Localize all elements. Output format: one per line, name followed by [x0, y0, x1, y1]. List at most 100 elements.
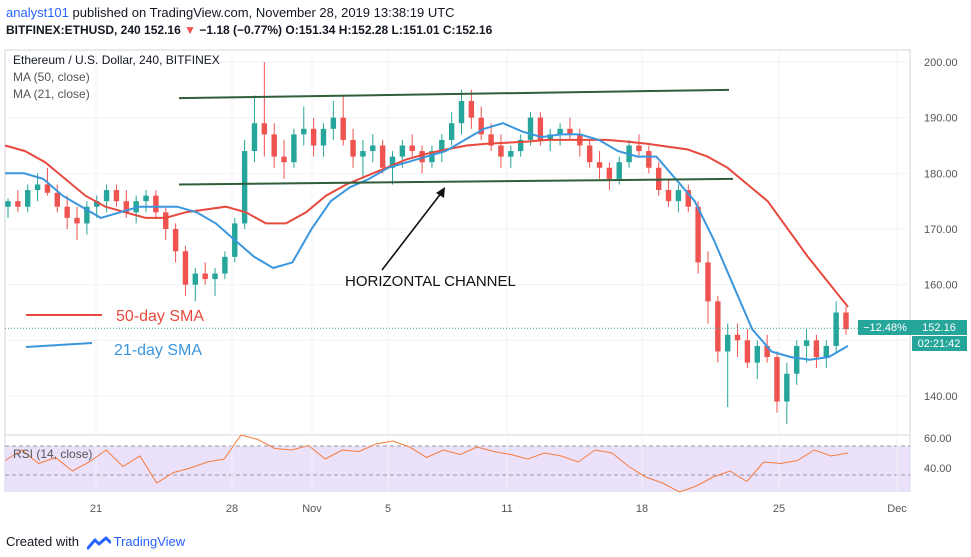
created-with-text: Created with — [6, 534, 79, 549]
author-link[interactable]: analyst101 — [6, 5, 69, 20]
rsi-axis: 60.00 40.00 — [924, 433, 952, 475]
footer: Created with TradingView — [0, 529, 971, 557]
candle-body — [370, 145, 376, 152]
candle-body — [251, 123, 258, 152]
rsi-tick-label: 60.00 — [924, 433, 952, 445]
candle-body — [74, 217, 80, 224]
ma50-legend: MA (50, close) — [13, 70, 90, 84]
candles — [5, 62, 849, 424]
rsi-band — [5, 445, 910, 491]
rsi-overbought-band — [5, 446, 910, 491]
chart-title: Ethereum / U.S. Dollar, 240, BITFINEX — [13, 53, 220, 67]
candle-body — [34, 184, 41, 191]
price-change: −1.18 (−0.77%) — [199, 23, 283, 37]
candle-body — [222, 256, 228, 274]
sma50-label: 50-day SMA — [116, 308, 204, 325]
candle-body — [429, 151, 435, 163]
channel-lower-line — [178, 177, 734, 186]
ma50-line — [4, 138, 849, 308]
candle-body — [705, 262, 711, 302]
candle-body — [636, 145, 642, 152]
ohlc-low-label: L: — [391, 23, 403, 37]
candle-body — [330, 117, 337, 129]
candle-body — [754, 345, 760, 363]
candle-body — [448, 123, 455, 140]
candle-body — [153, 195, 159, 213]
candle-body — [695, 206, 701, 263]
price-axis: 140.00150.00160.00170.00180.00190.00200.… — [924, 57, 958, 403]
x-tick-label: 11 — [501, 503, 512, 515]
candle-body — [310, 128, 317, 146]
created-with: Created with TradingView — [6, 534, 185, 550]
candle-body — [784, 373, 790, 402]
sma21-label: 21-day SMA — [114, 342, 202, 359]
candle-body — [192, 273, 199, 285]
x-tick-label: 21 — [90, 503, 102, 515]
candle-body — [744, 340, 751, 363]
candle-body — [823, 345, 829, 358]
tradingview-logo-icon — [83, 534, 114, 550]
candle-body — [616, 162, 622, 179]
tradingview-brand[interactable]: TradingView — [113, 534, 186, 549]
candle-body — [113, 190, 120, 202]
rsi-legend: RSI (14, close) — [13, 447, 92, 461]
price-tag — [912, 320, 967, 335]
candle-body — [439, 139, 445, 152]
symbol-line: BITFINEX:ETHUSD, 240 152.16 ▼ −1.18 (−0.… — [6, 23, 492, 37]
candle-body — [557, 128, 563, 135]
candle-body — [537, 117, 544, 140]
y-tick-label: 140.00 — [924, 391, 958, 403]
down-arrow-icon: ▼ — [184, 23, 196, 37]
moving-averages — [4, 122, 849, 361]
candle-body — [596, 162, 603, 168]
symbol-label: BITFINEX:ETHUSD, 240 — [6, 23, 141, 37]
candle-body — [586, 145, 593, 163]
candle-body — [261, 123, 268, 135]
candle-body — [685, 190, 691, 207]
x-tick-label: Dec — [887, 503, 907, 515]
sma21-key-line — [25, 342, 93, 348]
candle-body — [527, 117, 534, 140]
candle-body — [241, 151, 248, 224]
candle-body — [5, 201, 11, 207]
time-axis: 21 28 Nov 5 11 18 25 Dec — [90, 503, 907, 515]
candle-body — [665, 190, 672, 202]
channel-annotation: HORIZONTAL CHANNEL — [345, 273, 516, 290]
candle-body — [84, 206, 90, 224]
candle-body — [606, 167, 613, 179]
y-tick-label: 170.00 — [924, 224, 958, 236]
ohlc-open-value: 151.34 — [298, 23, 336, 37]
ma21-line — [5, 122, 849, 361]
x-tick-label: 25 — [773, 503, 785, 515]
candle-body — [64, 206, 70, 218]
candle-body — [458, 100, 465, 124]
candle-body — [320, 128, 327, 146]
candle-body — [163, 212, 169, 229]
candle-body — [291, 134, 297, 163]
x-tick-label: Nov — [302, 503, 322, 515]
candle-body — [143, 195, 149, 202]
candle-body — [813, 340, 820, 358]
candle-body — [123, 201, 130, 213]
candle-body — [715, 301, 721, 352]
bar-countdown: 02:21:42 — [918, 338, 961, 350]
candle-body — [94, 201, 100, 207]
ohlc-high-value: 152.28 — [351, 23, 389, 37]
price-chart[interactable]: 140.00150.00160.00170.00180.00190.00200.… — [0, 44, 971, 529]
ohlc-close-value: 152.16 — [455, 23, 493, 37]
candle-body — [103, 190, 110, 202]
candle-body — [350, 139, 356, 157]
x-tick-label: 18 — [636, 503, 648, 515]
channel-upper-line — [178, 88, 730, 100]
ohlc-high-label: H: — [338, 23, 352, 37]
candle-body — [419, 151, 425, 163]
chart-frame — [4, 49, 911, 492]
candle-body — [793, 345, 800, 374]
horizontal-channel — [178, 88, 734, 186]
candle-body — [340, 117, 346, 140]
chart-header: analyst101 published on TradingView.com,… — [0, 0, 971, 44]
candle-body — [734, 334, 741, 341]
candle-body — [803, 340, 810, 346]
rsi-tick-label: 40.00 — [924, 463, 952, 475]
candle-body — [764, 345, 770, 358]
